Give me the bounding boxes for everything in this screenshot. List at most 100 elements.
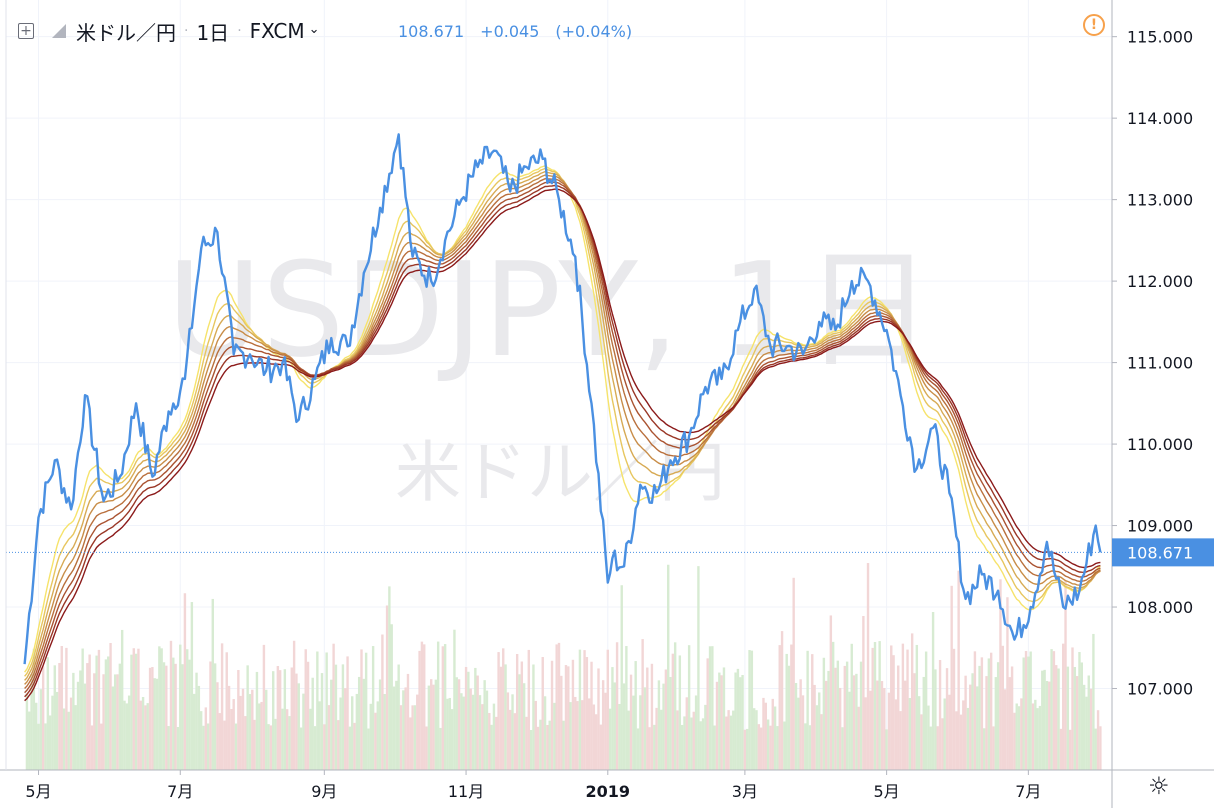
volume-bar: [423, 644, 426, 770]
volume-bar: [316, 651, 319, 770]
volume-bar: [831, 641, 835, 770]
volume-bar: [469, 688, 472, 770]
plus-square-icon[interactable]: +: [18, 23, 34, 39]
volume-bar: [146, 703, 149, 770]
volume-bar: [976, 686, 979, 770]
volume-bars: [25, 563, 1102, 770]
ema-line: [24, 170, 1101, 681]
volume-bar: [25, 693, 29, 770]
volume-bar: [79, 670, 82, 770]
volume-bar: [945, 668, 949, 770]
volume-bar: [999, 579, 1002, 770]
volume-bar: [1029, 651, 1032, 770]
volume-bar: [302, 693, 305, 770]
volume-bar: [553, 702, 556, 770]
flag-icon: [52, 24, 66, 38]
volume-bar: [35, 702, 38, 770]
volume-bar: [876, 680, 879, 770]
volume-bar: [664, 669, 668, 770]
volume-bar: [120, 629, 124, 770]
volume-bar: [615, 642, 619, 770]
separator-dot: ·: [237, 23, 242, 39]
volume-bar: [72, 672, 75, 770]
volume-bar: [543, 696, 547, 770]
volume-bar: [1006, 597, 1009, 770]
volume-bar: [292, 640, 296, 770]
volume-bar: [111, 686, 115, 770]
volume-bar: [37, 723, 40, 770]
volume-bar: [246, 665, 249, 770]
volume-bar: [74, 705, 77, 770]
volume-bar: [186, 649, 189, 770]
volume-bar: [692, 711, 695, 770]
volume-bar: [404, 687, 407, 770]
interval-label[interactable]: 1日: [196, 20, 230, 45]
volume-bar: [202, 725, 205, 770]
volume-bar: [320, 673, 324, 770]
volume-bar: [722, 667, 726, 770]
volume-bar: [460, 693, 463, 770]
volume-bar: [1008, 677, 1011, 770]
symbol-name[interactable]: 米ドル／円: [76, 20, 176, 45]
volume-bar: [151, 667, 154, 770]
volume-bar: [783, 721, 786, 770]
volume-bar: [799, 679, 802, 770]
volume-bar: [139, 700, 142, 770]
volume-bar: [608, 708, 612, 770]
volume-bar: [141, 697, 145, 770]
volume-bar: [197, 685, 201, 770]
volume-bar: [457, 679, 461, 770]
volume-bar: [357, 676, 361, 770]
volume-bar: [95, 655, 98, 770]
price-change-pct: (+0.04%): [555, 21, 633, 41]
volume-bar: [662, 683, 665, 770]
volume-bar: [446, 698, 449, 770]
time-tick-label: 2019: [586, 782, 631, 801]
volume-bar: [432, 684, 435, 770]
volume-bar: [369, 703, 372, 770]
volume-bar: [309, 708, 312, 770]
volume-bar: [158, 646, 161, 770]
volume-bar: [60, 646, 63, 770]
volume-bar: [513, 713, 517, 770]
volume-bar: [683, 716, 686, 770]
volume-bar: [764, 702, 767, 770]
volume-bar: [420, 641, 424, 770]
volume-bar: [1064, 580, 1067, 770]
volume-bar: [950, 585, 953, 770]
volume-bar: [790, 644, 793, 770]
price-line: [23, 133, 1102, 665]
exclamation-circle-icon[interactable]: !: [1083, 14, 1105, 36]
volume-bar: [218, 713, 221, 770]
volume-bar: [1096, 710, 1100, 770]
volume-bar: [746, 728, 749, 770]
volume-bar: [385, 605, 389, 770]
price-readout: 108.671 +0.045 (+0.04%): [398, 14, 648, 48]
volume-bar: [676, 710, 679, 770]
volume-bar: [297, 683, 300, 770]
volume-bar: [390, 624, 393, 770]
volume-bar: [836, 660, 840, 770]
volume-bar: [46, 657, 50, 770]
volume-bar: [955, 711, 958, 770]
volume-bar: [193, 693, 196, 770]
volume-bar: [230, 708, 233, 770]
volume-bar: [827, 670, 830, 770]
volume-bar: [53, 665, 56, 770]
chevron-down-icon[interactable]: ⌄: [308, 21, 320, 37]
volume-bar: [952, 648, 956, 770]
volume-bar: [290, 667, 293, 770]
volume-bar: [785, 653, 788, 770]
exchange-label[interactable]: FXCM: [249, 19, 305, 43]
volume-bar: [773, 706, 777, 770]
volume-bar: [931, 611, 935, 770]
ema-line: [24, 181, 1101, 694]
gear-icon[interactable]: ☼: [1148, 772, 1170, 800]
volume-bar: [748, 650, 751, 770]
volume-bar: [601, 680, 605, 770]
volume-bar: [485, 690, 489, 770]
volume-bar: [304, 649, 307, 770]
volume-bar: [318, 701, 321, 770]
volume-bar: [611, 667, 614, 770]
